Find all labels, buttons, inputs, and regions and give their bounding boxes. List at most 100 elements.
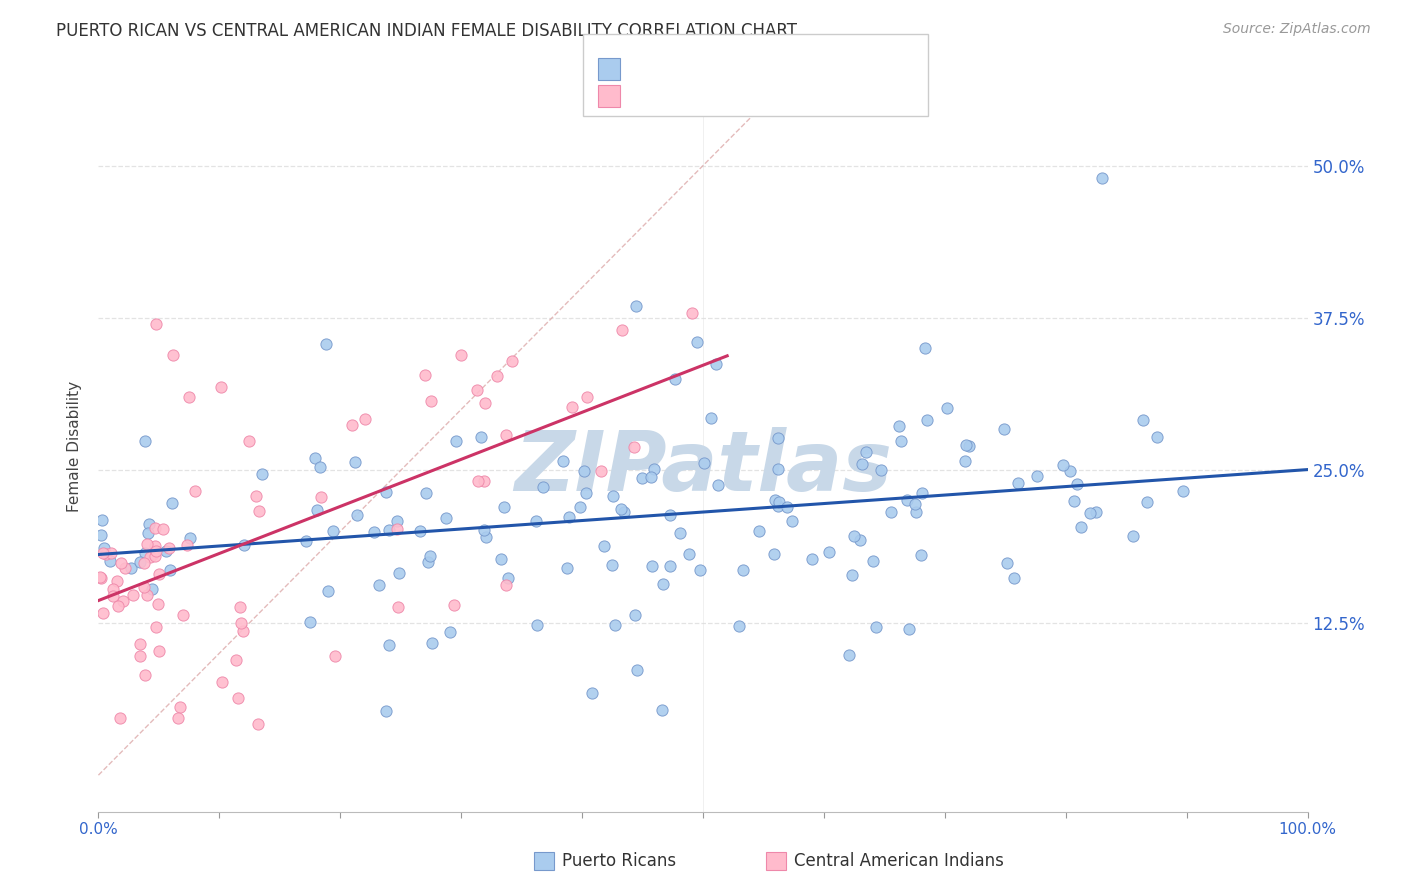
Point (134, 546, 156, 560)
Point (443, 598, 465, 612)
Point (818, 545, 841, 559)
Point (1063, 494, 1085, 508)
Point (555, 561, 578, 575)
Point (132, 556, 155, 570)
Point (159, 563, 181, 577)
Point (686, 335, 709, 350)
Point (681, 305, 703, 319)
Point (1052, 458, 1074, 472)
Text: Source: ZipAtlas.com: Source: ZipAtlas.com (1223, 22, 1371, 37)
Point (780, 514, 803, 528)
Point (363, 524, 385, 539)
Point (917, 413, 939, 427)
Point (450, 347, 472, 362)
Point (416, 555, 439, 569)
Point (1025, 469, 1047, 483)
Point (768, 495, 790, 509)
Point (105, 574, 128, 589)
Point (855, 445, 877, 459)
Point (1078, 506, 1101, 520)
Point (605, 618, 627, 632)
Point (247, 717, 270, 731)
Point (375, 484, 398, 499)
Text: R = 0.583   N =  77: R = 0.583 N = 77 (633, 87, 824, 106)
Point (669, 525, 692, 540)
Point (842, 529, 865, 543)
Point (387, 522, 409, 536)
Point (229, 600, 252, 615)
Point (501, 353, 523, 368)
Point (641, 559, 664, 574)
Point (91, 546, 114, 560)
Point (388, 566, 411, 581)
Point (581, 686, 603, 700)
Point (602, 489, 624, 503)
Point (849, 533, 872, 548)
Point (470, 430, 492, 444)
Point (1136, 495, 1159, 509)
Point (157, 541, 180, 555)
Point (143, 549, 166, 564)
Point (658, 559, 681, 574)
Point (631, 470, 654, 484)
Point (112, 594, 135, 608)
Point (800, 552, 823, 566)
Point (232, 538, 254, 552)
Point (409, 524, 432, 538)
Point (250, 467, 273, 482)
Point (699, 410, 721, 425)
Point (910, 549, 932, 563)
Point (128, 554, 150, 568)
Point (179, 531, 201, 545)
Point (176, 538, 198, 552)
Point (869, 462, 891, 476)
Point (1122, 528, 1144, 542)
Point (707, 477, 730, 491)
Point (229, 615, 252, 630)
Point (993, 422, 1015, 436)
Point (304, 450, 326, 465)
Point (232, 624, 254, 639)
Point (659, 508, 682, 522)
Point (139, 550, 162, 565)
Point (211, 674, 233, 689)
Point (862, 554, 884, 568)
Point (1146, 430, 1168, 444)
Point (129, 649, 152, 664)
Point (492, 500, 515, 514)
Point (763, 493, 786, 508)
Point (575, 390, 598, 404)
Point (340, 417, 363, 432)
Point (1173, 484, 1195, 499)
Point (704, 357, 727, 371)
Point (368, 578, 391, 592)
Point (748, 524, 770, 538)
Point (346, 508, 368, 522)
Point (626, 663, 648, 677)
Point (1091, 170, 1114, 185)
Point (145, 317, 167, 331)
Point (110, 711, 132, 725)
Point (299, 615, 322, 630)
Point (465, 383, 488, 397)
Point (145, 543, 167, 558)
Point (475, 530, 498, 544)
Point (305, 503, 328, 517)
Point (905, 505, 928, 519)
Point (120, 561, 142, 575)
Point (865, 620, 887, 634)
Point (561, 401, 583, 415)
Point (640, 470, 662, 484)
Point (728, 619, 751, 633)
Text: ZIPatlas: ZIPatlas (515, 427, 891, 508)
Point (134, 668, 156, 682)
Point (209, 379, 232, 393)
Point (91, 513, 114, 527)
Point (142, 547, 165, 561)
Point (166, 711, 188, 725)
Point (378, 638, 401, 652)
Point (953, 454, 976, 468)
Point (486, 368, 509, 383)
Point (610, 502, 633, 516)
Point (375, 704, 398, 718)
